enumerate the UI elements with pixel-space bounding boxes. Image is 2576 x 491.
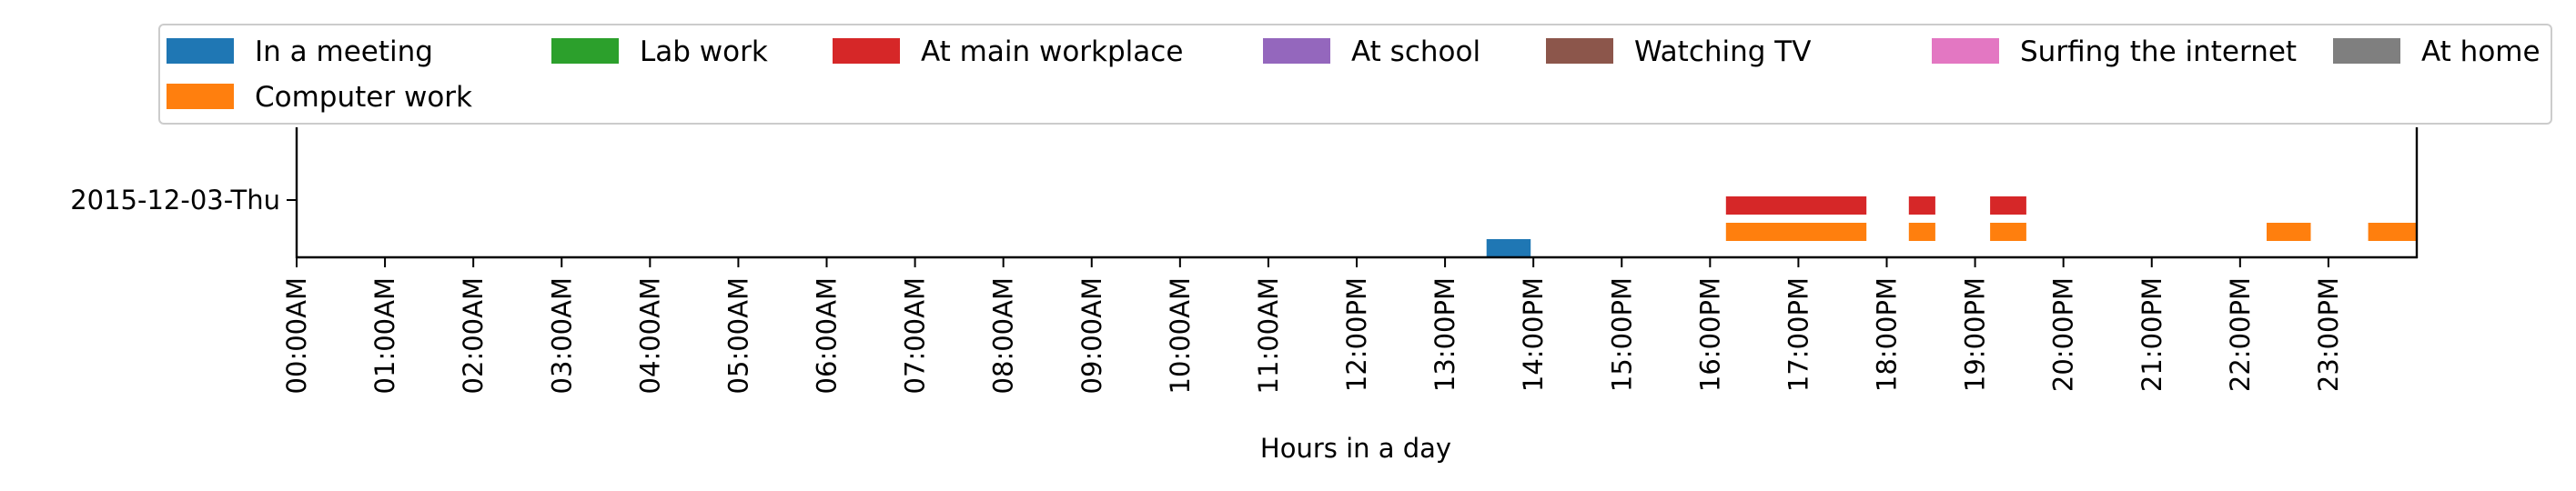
bar-computer-work-4	[2368, 223, 2417, 241]
x-tick-label: 00:00AM	[281, 277, 312, 394]
legend-label-at-home: At home	[2421, 35, 2541, 68]
x-axis-title: Hours in a day	[1260, 433, 1451, 464]
legend-swatch-computer-work	[167, 84, 234, 109]
x-tick-label: 14:00PM	[1518, 277, 1549, 392]
x-tick-label: 01:00AM	[369, 277, 400, 394]
x-tick-label: 22:00PM	[2225, 277, 2256, 392]
legend-label-at-main-workplace: At main workplace	[921, 35, 1183, 68]
legend-swatch-at-school	[1263, 38, 1330, 64]
x-tick-label: 03:00AM	[546, 277, 577, 394]
bar-computer-work-1	[1908, 223, 1935, 241]
bar-at-main-workplace-2	[1990, 196, 2026, 215]
x-tick-label: 13:00PM	[1429, 277, 1460, 392]
legend-swatch-at-main-workplace	[833, 38, 900, 64]
legend-label-in-a-meeting: In a meeting	[255, 35, 433, 68]
x-tick-label: 05:00AM	[722, 277, 753, 394]
legend-swatch-in-a-meeting	[167, 38, 234, 64]
x-tick-label: 04:00AM	[634, 277, 665, 394]
x-tick-label: 10:00AM	[1165, 277, 1196, 394]
legend-label-at-school: At school	[1351, 35, 1480, 68]
x-tick-label: 07:00AM	[900, 277, 931, 394]
legend-label-surfing-the-internet: Surfing the internet	[2020, 35, 2297, 68]
bar-computer-work-3	[2267, 223, 2311, 241]
y-axis: 2015-12-03-Thu	[70, 185, 297, 215]
x-tick-label: 23:00PM	[2313, 277, 2344, 392]
bar-computer-work-2	[1990, 223, 2026, 241]
x-tick-label: 11:00AM	[1253, 277, 1284, 394]
legend-swatch-watching-tv	[1546, 38, 1613, 64]
x-tick-label: 21:00PM	[2137, 277, 2167, 392]
x-tick-label: 15:00PM	[1606, 277, 1637, 392]
legend-swatch-lab-work	[551, 38, 619, 64]
legend: In a meeting Computer work Lab work At main…	[158, 24, 2552, 125]
bar-in-a-meeting-0	[1486, 239, 1531, 257]
x-tick-label: 09:00AM	[1076, 277, 1107, 394]
x-tick-label: 18:00PM	[1872, 277, 1903, 392]
y-tick-label: 2015-12-03-Thu	[70, 185, 280, 215]
legend-label-computer-work: Computer work	[255, 81, 472, 114]
x-tick-label: 20:00PM	[2048, 277, 2079, 392]
legend-label-watching-tv: Watching TV	[1634, 35, 1811, 68]
bar-at-main-workplace-0	[1725, 196, 1867, 215]
legend-swatch-surfing-the-internet	[1932, 38, 1999, 64]
legend-label-lab-work: Lab work	[640, 35, 768, 68]
x-tick-label: 17:00PM	[1783, 277, 1813, 392]
x-tick-label: 06:00AM	[812, 277, 843, 394]
bar-computer-work-0	[1725, 223, 1867, 241]
x-axis: 00:00AM 01:00AM 02:00AM 03:00AM 04:00AM 05:00…	[281, 257, 2344, 394]
bar-at-main-workplace-1	[1908, 196, 1935, 215]
x-tick-label: 08:00AM	[988, 277, 1019, 394]
legend-swatch-at-home	[2333, 38, 2400, 64]
x-tick-label: 12:00PM	[1341, 277, 1372, 392]
x-tick-label: 16:00PM	[1694, 277, 1725, 392]
x-tick-label: 19:00PM	[1960, 277, 1991, 392]
plot-area	[295, 127, 2419, 259]
x-tick-label: 02:00AM	[458, 277, 489, 394]
